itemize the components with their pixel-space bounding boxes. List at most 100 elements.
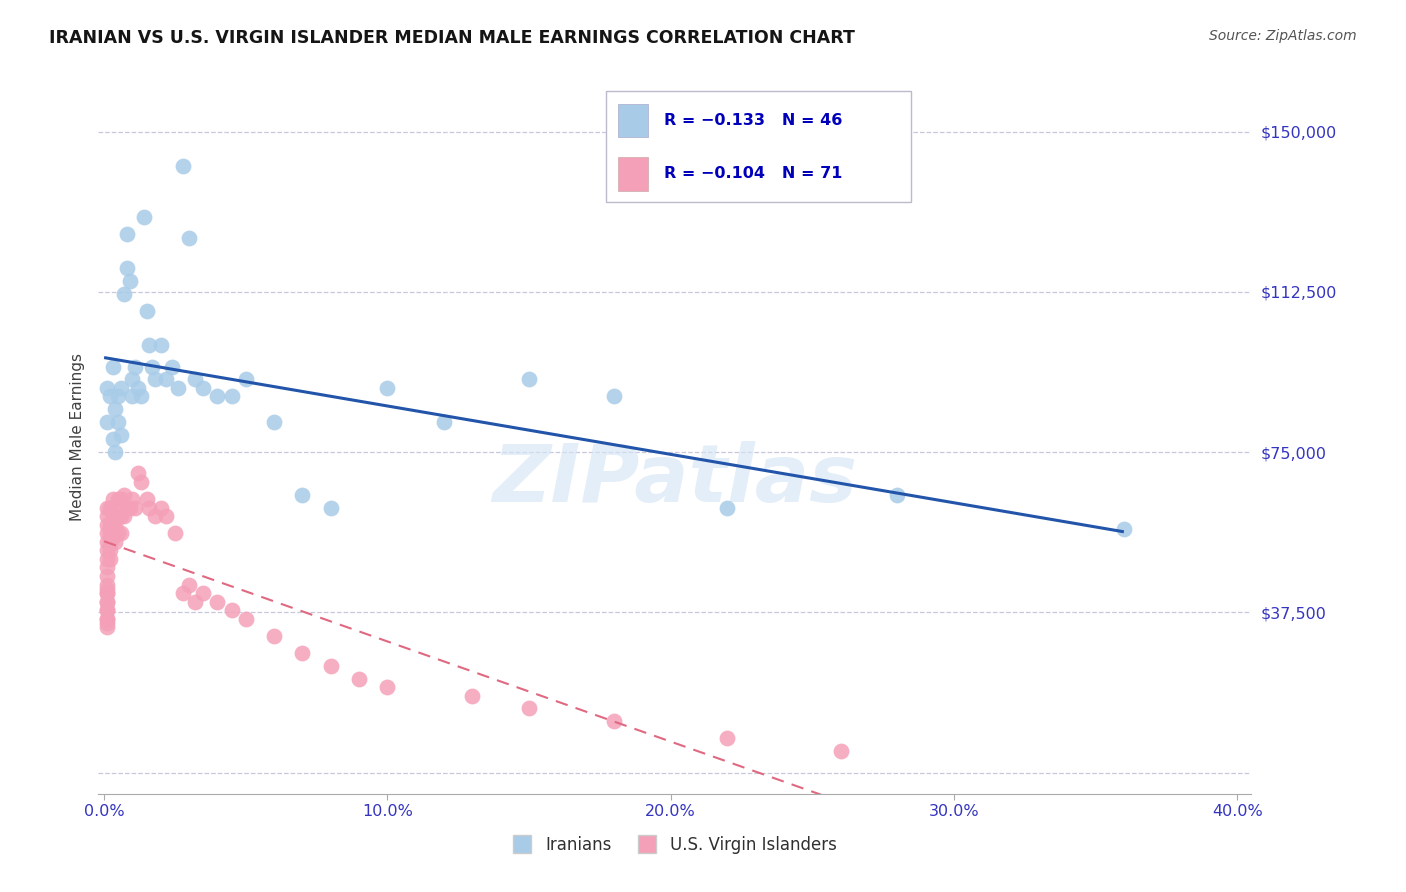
Point: [603, 714, 626, 729]
Point: [132, 210, 155, 224]
Point: [193, 381, 215, 395]
Point: [107, 509, 129, 524]
Point: [177, 577, 200, 591]
Point: [101, 432, 124, 446]
Point: [104, 500, 127, 515]
Point: [101, 491, 124, 506]
Legend: Iranians, U.S. Virgin Islanders: Iranians, U.S. Virgin Islanders: [506, 830, 844, 861]
Point: [101, 531, 124, 545]
Point: [110, 428, 132, 442]
Point: [160, 359, 183, 374]
Text: ZIPatlas: ZIPatlas: [492, 441, 858, 519]
Point: [96, 586, 118, 600]
Point: [96, 543, 118, 558]
Point: [207, 389, 229, 403]
Point: [112, 287, 135, 301]
Point: [96, 594, 118, 608]
Point: [118, 274, 141, 288]
Point: [172, 586, 194, 600]
Point: [716, 731, 738, 746]
Point: [96, 603, 118, 617]
Point: [193, 586, 215, 600]
Point: [461, 689, 484, 703]
Point: [101, 509, 124, 524]
Point: [138, 500, 160, 515]
Point: [107, 415, 129, 429]
Point: [115, 261, 138, 276]
Point: [263, 629, 285, 643]
Point: [149, 338, 172, 352]
Point: [96, 534, 118, 549]
Point: [138, 338, 160, 352]
Point: [291, 646, 314, 660]
Point: [98, 517, 121, 532]
Point: [96, 594, 118, 608]
Point: [96, 381, 118, 395]
Point: [177, 231, 200, 245]
Point: [121, 491, 143, 506]
Point: [98, 534, 121, 549]
Point: [98, 389, 121, 403]
Point: [98, 500, 121, 515]
Point: [98, 552, 121, 566]
Point: [110, 381, 132, 395]
Point: [235, 372, 257, 386]
Point: [155, 509, 177, 524]
Point: [96, 577, 118, 591]
Point: [319, 500, 342, 515]
Point: [377, 680, 399, 694]
Point: [96, 612, 118, 626]
Point: [110, 491, 132, 506]
Point: [377, 381, 399, 395]
Point: [221, 389, 243, 403]
Point: [96, 603, 118, 617]
Point: [96, 620, 118, 634]
Point: [98, 543, 121, 558]
Point: [263, 415, 285, 429]
Point: [96, 586, 118, 600]
Point: [96, 560, 118, 574]
Point: [433, 415, 456, 429]
Point: [207, 594, 229, 608]
Point: [517, 372, 540, 386]
Point: [291, 488, 314, 502]
Point: [121, 389, 143, 403]
Point: [163, 526, 186, 541]
Point: [127, 467, 149, 481]
Point: [143, 372, 166, 386]
Point: [221, 603, 243, 617]
Point: [235, 612, 257, 626]
Point: [127, 381, 149, 395]
Point: [110, 509, 132, 524]
Point: [110, 526, 132, 541]
Point: [143, 509, 166, 524]
Point: [115, 227, 138, 241]
Point: [96, 517, 118, 532]
Point: [517, 701, 540, 715]
Point: [319, 658, 342, 673]
Point: [96, 509, 118, 524]
Point: [112, 488, 135, 502]
Point: [104, 402, 127, 417]
Point: [886, 488, 908, 502]
Point: [121, 372, 143, 386]
Point: [129, 475, 152, 489]
Point: [107, 389, 129, 403]
Text: IRANIAN VS U.S. VIRGIN ISLANDER MEDIAN MALE EARNINGS CORRELATION CHART: IRANIAN VS U.S. VIRGIN ISLANDER MEDIAN M…: [49, 29, 855, 46]
Point: [115, 500, 138, 515]
Point: [96, 552, 118, 566]
Point: [96, 582, 118, 596]
Point: [155, 372, 177, 386]
Point: [98, 526, 121, 541]
Text: Source: ZipAtlas.com: Source: ZipAtlas.com: [1209, 29, 1357, 43]
Point: [118, 500, 141, 515]
Point: [124, 500, 146, 515]
Point: [603, 389, 626, 403]
Point: [141, 359, 163, 374]
Y-axis label: Median Male Earnings: Median Male Earnings: [69, 353, 84, 521]
Point: [112, 509, 135, 524]
Point: [166, 381, 188, 395]
Point: [104, 445, 127, 459]
Point: [129, 389, 152, 403]
Point: [149, 500, 172, 515]
